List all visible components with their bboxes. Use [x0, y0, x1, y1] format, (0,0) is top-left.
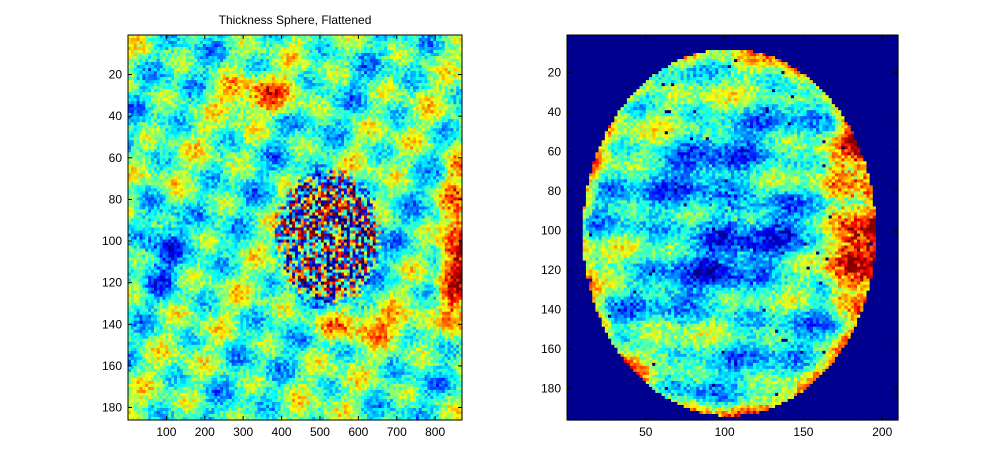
chart-title: Thickness Sphere, Flattened	[219, 13, 372, 27]
axes-thickness-flattened: Thickness Sphere, Flattened 100 200 300 400…	[102, 13, 463, 439]
heatmap-image-flattened	[128, 35, 463, 421]
